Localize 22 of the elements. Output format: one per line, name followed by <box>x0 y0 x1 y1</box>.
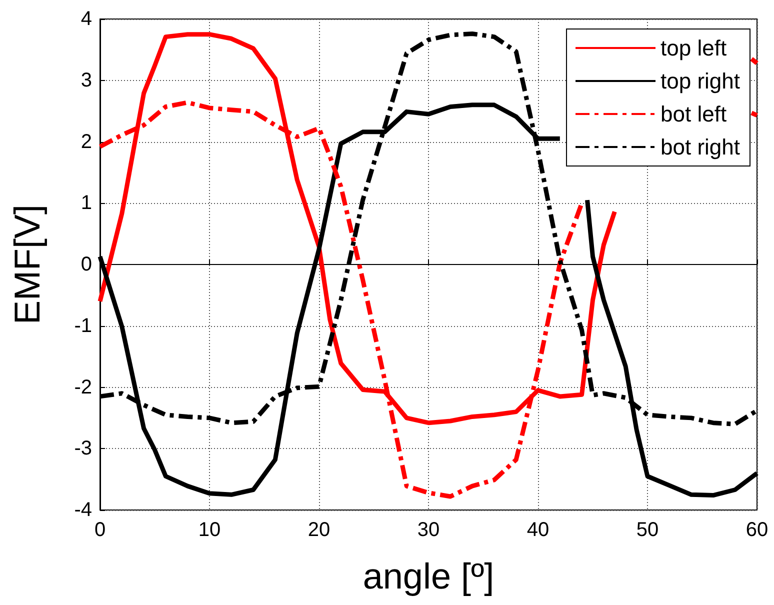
x-tick-label: 0 <box>94 519 106 541</box>
y-tick-label: 1 <box>80 192 92 214</box>
legend-label: bot right <box>660 134 740 160</box>
y-tick-label: -1 <box>74 314 92 337</box>
x-tick-label: 40 <box>526 519 550 541</box>
y-tick-label: -4 <box>74 499 92 521</box>
y-tick-label: 2 <box>80 130 92 153</box>
x-tick-label: 20 <box>308 519 330 541</box>
x-tick-label: 50 <box>636 519 659 541</box>
y-tick-label: 0 <box>80 254 92 276</box>
y-tick-label: -3 <box>74 438 92 460</box>
x-tick-label: 60 <box>746 519 768 541</box>
y-tick-label: -2 <box>74 376 92 398</box>
y-tick-label: 3 <box>80 69 92 92</box>
y-axis-title: EMF[V] <box>6 204 48 325</box>
legend-label: top right <box>660 68 740 94</box>
x-axis-title: angle [º] <box>362 556 494 596</box>
legend-label: top left <box>660 36 727 60</box>
legend-label: bot left <box>660 102 727 126</box>
x-tick-label: 30 <box>417 519 440 541</box>
y-tick-label: 4 <box>80 8 92 30</box>
x-tick-label: 10 <box>198 519 221 541</box>
